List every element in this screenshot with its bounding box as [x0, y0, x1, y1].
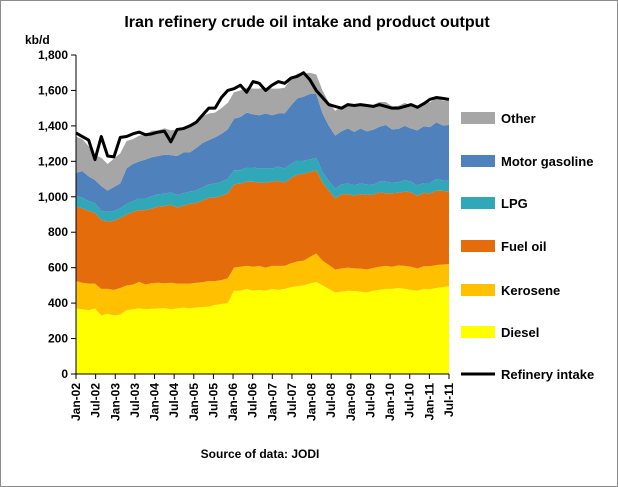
y-axis-unit-label: kb/d	[25, 33, 50, 47]
area-kerosene	[76, 253, 449, 316]
x-tick-label: Jan-06	[226, 383, 240, 421]
x-tick-label: Jan-04	[148, 383, 162, 421]
chart-title: Iran refinery crude oil intake and produ…	[124, 14, 490, 31]
x-tick-label: Jul-06	[246, 383, 260, 418]
x-tick-label: Jul-03	[128, 383, 142, 418]
legend-label-diesel: Diesel	[501, 325, 539, 340]
legend-swatch-fuel-oil	[461, 240, 495, 252]
x-tick-label: Jul-04	[167, 383, 181, 418]
y-tick-label: 800	[48, 225, 68, 239]
x-tick-label: Jul-10	[403, 383, 417, 418]
x-tick-label: Jan-05	[187, 383, 201, 421]
x-tick-label: Jan-07	[265, 383, 279, 421]
x-tick-label: Jul-09	[363, 383, 377, 418]
y-tick-label: 1,800	[38, 48, 68, 62]
x-tick-label: Jul-08	[324, 383, 338, 418]
x-tick-label: Jul-02	[89, 383, 103, 418]
x-tick-label: Jan-11	[422, 383, 436, 421]
legend-swatch-motor-gasoline	[461, 155, 495, 167]
x-tick-label: Jan-09	[344, 383, 358, 421]
legend-label-motor-gasoline: Motor gasoline	[501, 154, 593, 169]
legend-swatch-other	[461, 112, 495, 124]
y-tick-label: 1,600	[38, 83, 68, 97]
x-tick-label: Jul-11	[442, 383, 456, 417]
y-tick-label: 600	[48, 261, 68, 275]
y-tick-label: 400	[48, 296, 68, 310]
x-tick-label: Jan-03	[108, 383, 122, 421]
legend-label-other: Other	[501, 111, 536, 126]
area-lpg	[76, 157, 449, 222]
area-motor-gasoline	[76, 93, 449, 212]
x-tick-label: Jul-05	[206, 383, 220, 418]
stacked-areas	[75, 71, 450, 374]
legend-swatch-diesel	[461, 326, 495, 338]
refinery-intake-line	[75, 71, 450, 162]
y-tick-label: 1,400	[38, 119, 68, 133]
legend-swatch-kerosene	[461, 284, 495, 296]
x-tick-label: Jul-07	[285, 383, 299, 418]
x-tick-label: Jan-08	[305, 383, 319, 421]
y-tick-label: 0	[61, 367, 68, 381]
y-tick-label: 1,200	[38, 154, 68, 168]
legend-swatch-lpg	[461, 197, 495, 209]
area-diesel	[76, 281, 449, 374]
x-tick-label: Jan-10	[383, 383, 397, 421]
legend-label-lpg: LPG	[501, 196, 528, 211]
area-fuel-oil	[76, 170, 449, 290]
y-tick-label: 200	[48, 332, 68, 346]
legend-label-kerosene: Kerosene	[501, 283, 560, 298]
axes: 0 200 400 600 800 1,000 1,200 1,400 1,600 1,800 Ja…	[38, 48, 456, 421]
legend: Other Motor gasoline LPG Fuel oil Kerosene Di…	[461, 111, 594, 382]
x-tick-label: Jan-02	[69, 383, 83, 421]
source-note: Source of data: JODI	[201, 447, 320, 461]
area-other	[76, 72, 449, 191]
legend-label-refinery-intake: Refinery intake	[501, 367, 594, 382]
y-tick-label: 1,000	[38, 190, 68, 204]
legend-label-fuel-oil: Fuel oil	[501, 239, 547, 254]
